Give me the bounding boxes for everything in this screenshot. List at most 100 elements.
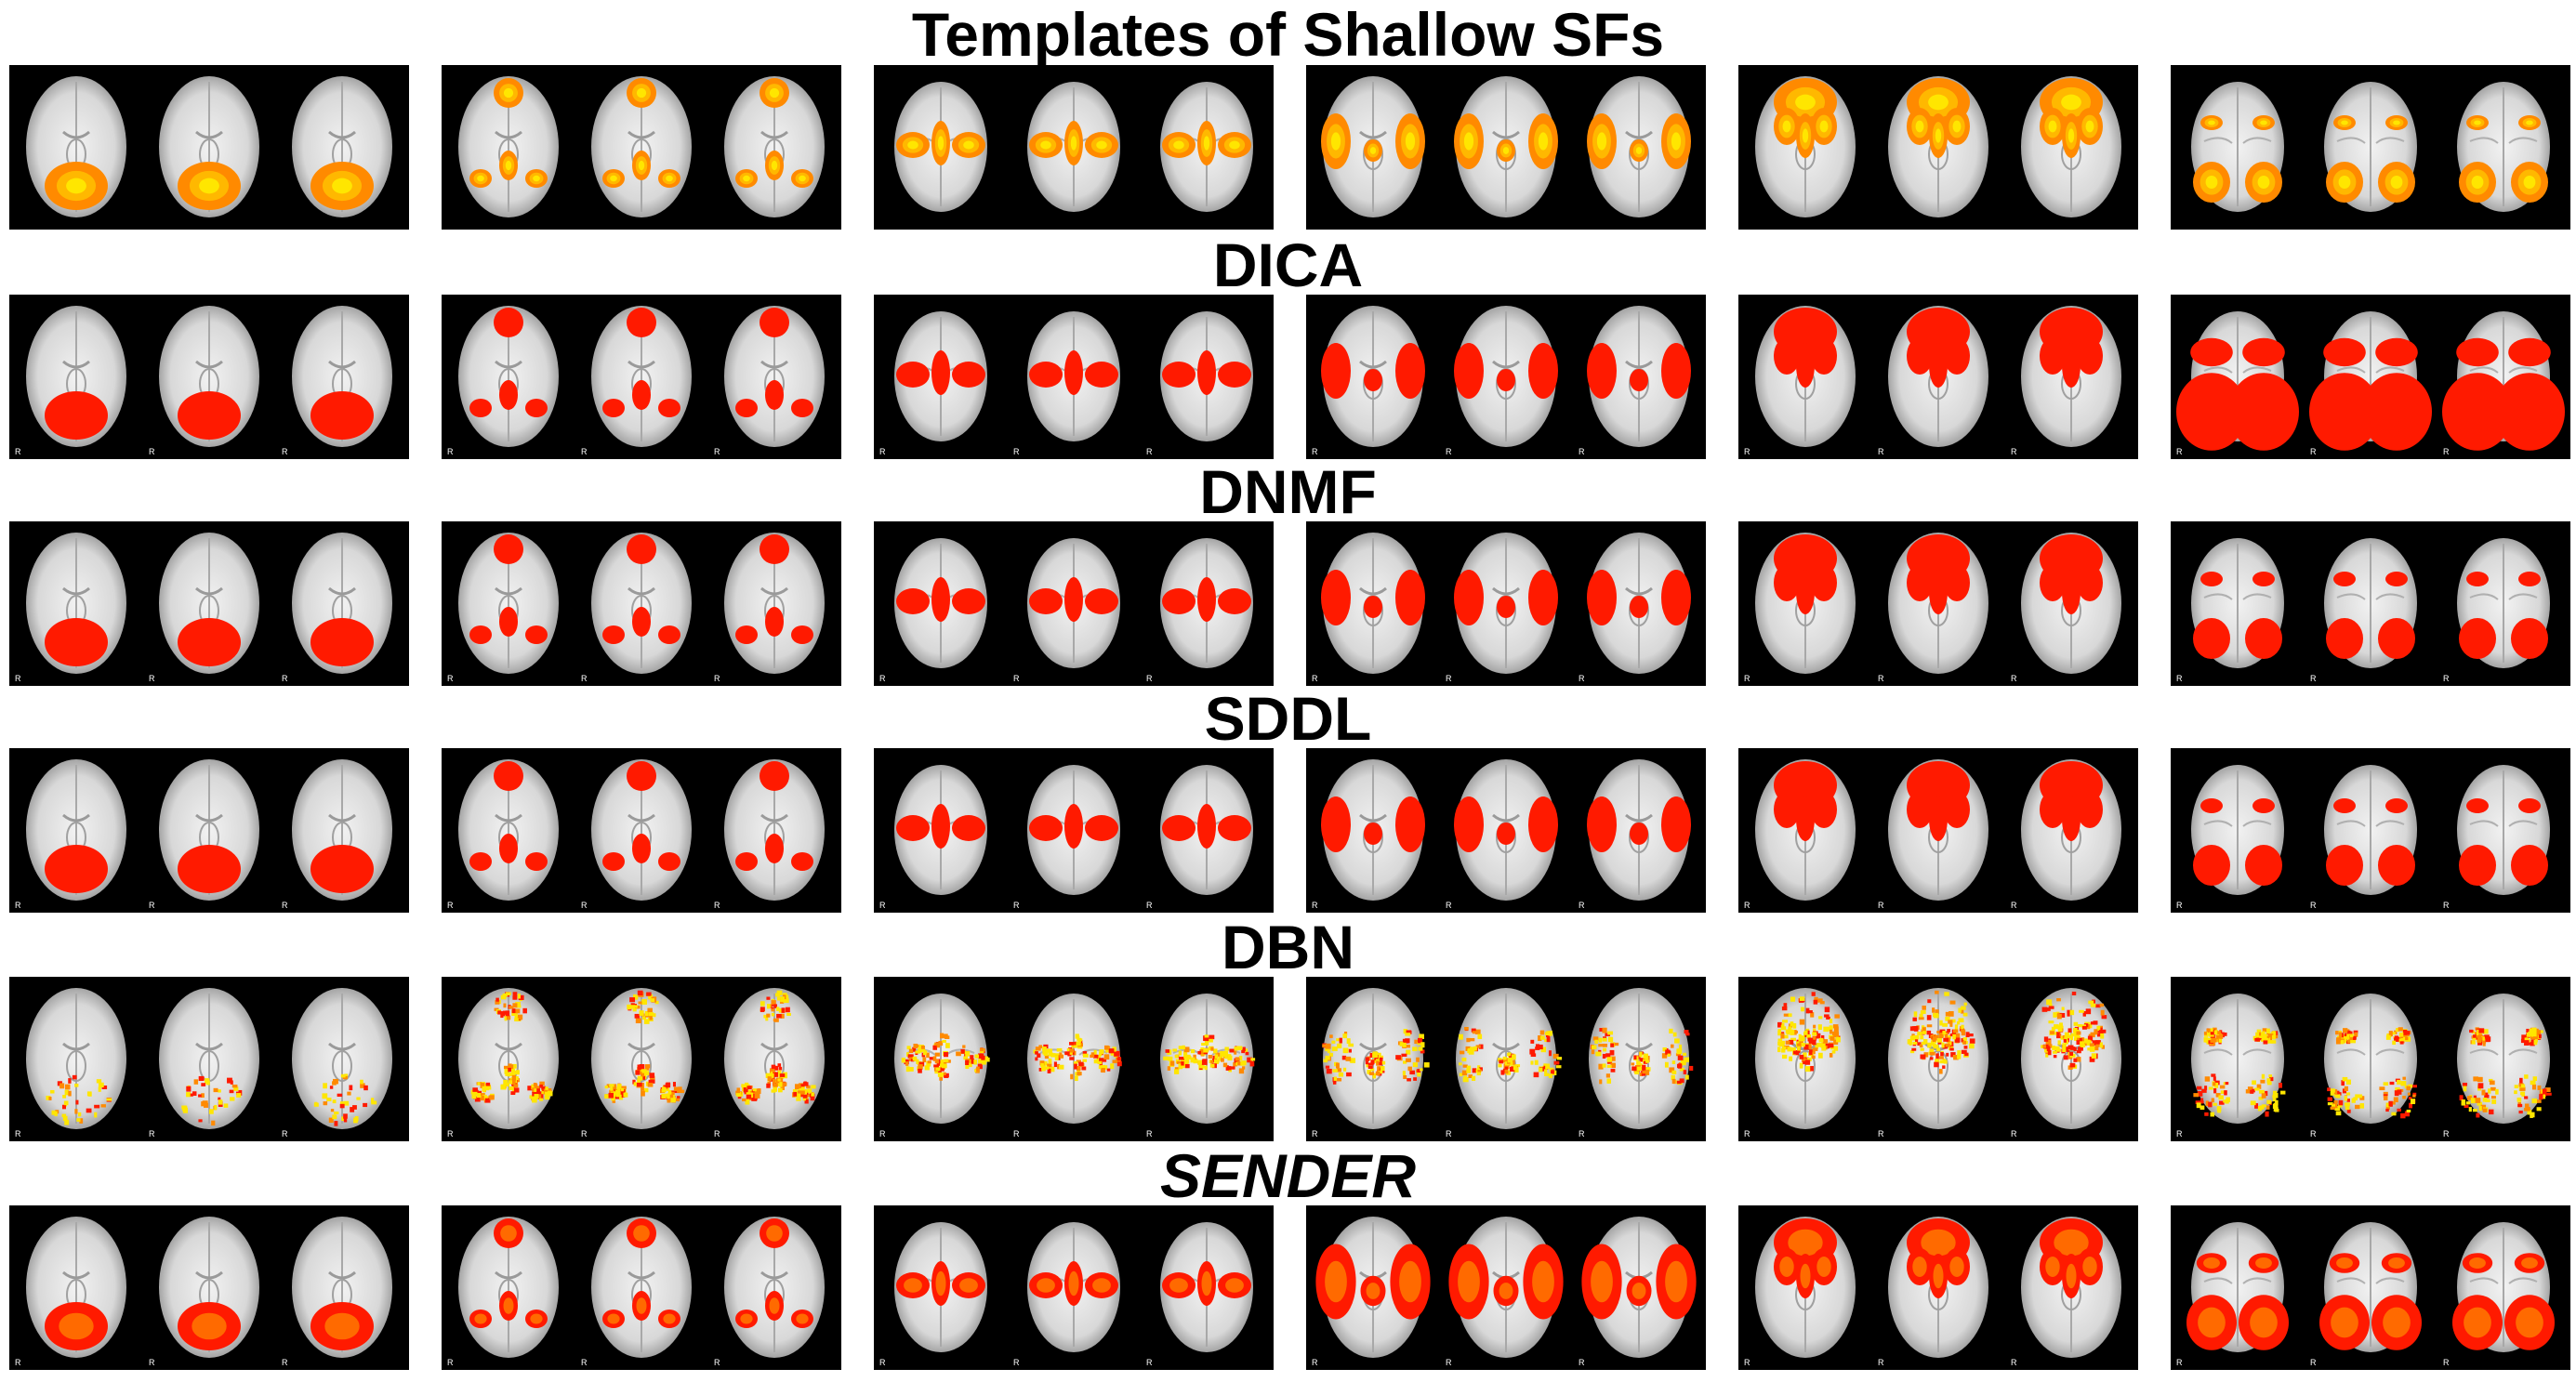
brain-slice	[2021, 533, 2121, 674]
brain-slice	[1888, 533, 1988, 674]
activation-blob	[1364, 596, 1382, 618]
brain-slice	[1448, 1217, 1564, 1358]
orientation-label: R	[282, 1129, 288, 1139]
activation-blob	[499, 380, 518, 410]
brain-slice	[2191, 538, 2284, 668]
activation-blob	[1064, 350, 1083, 395]
row-title: Templates of Shallow SFs	[911, 0, 1665, 69]
activation-blob	[2333, 572, 2356, 586]
brain-slice	[1027, 994, 1122, 1124]
activation-blob	[1907, 564, 1933, 601]
orientation-label: R	[1146, 447, 1153, 456]
brain-slice	[1027, 311, 1120, 441]
brain-slice	[724, 1217, 825, 1358]
orientation-label: R	[1446, 674, 1452, 683]
activation-blob	[310, 391, 374, 440]
brain-slice	[2324, 82, 2417, 212]
orientation-label: R	[1446, 901, 1452, 910]
activation-blob	[2245, 618, 2282, 659]
brain-slice	[458, 1217, 559, 1358]
brain-slice	[2324, 765, 2417, 895]
brain-slice	[458, 759, 559, 901]
orientation-label: R	[2176, 1129, 2183, 1139]
activation-blob	[1796, 796, 1815, 841]
activation-blob	[1528, 343, 1558, 399]
activation-blob	[1528, 570, 1558, 625]
activation-blob	[735, 399, 758, 417]
orientation-label: R	[1579, 1129, 1585, 1139]
activation-blob	[2193, 845, 2230, 886]
brain-slice	[591, 988, 692, 1129]
brain-slice	[26, 76, 126, 217]
brain-slice	[2186, 1222, 2289, 1352]
activation-blob	[658, 625, 680, 644]
orientation-label: R	[447, 901, 454, 910]
activation-blob	[627, 308, 656, 337]
brain-slice	[2324, 538, 2417, 668]
brain-slice	[1755, 759, 1856, 901]
brain-slice	[591, 76, 692, 217]
activation-blob	[1774, 564, 1800, 601]
activation-blob	[1661, 343, 1691, 399]
brain-slice	[1315, 1217, 1431, 1358]
brain-slice	[1160, 765, 1253, 895]
brain-slice	[1587, 306, 1691, 447]
activation-blob	[1162, 362, 1196, 388]
activation-blob	[1029, 362, 1063, 388]
activation-blob	[1395, 796, 1425, 852]
activation-blob	[525, 625, 548, 644]
activation-blob	[1321, 796, 1351, 852]
brain-slice	[724, 759, 825, 901]
activation-blob	[178, 618, 241, 666]
row-title: DICA	[1212, 230, 1364, 299]
orientation-label: R	[714, 674, 720, 683]
activation-blob	[469, 852, 492, 871]
activation-blob	[1929, 343, 1948, 388]
brain-slice	[894, 765, 987, 895]
orientation-label: R	[1579, 447, 1585, 456]
brain-slice	[2457, 538, 2550, 668]
activation-blob	[1796, 570, 1815, 614]
orientation-label: R	[879, 674, 886, 683]
brain-slice	[1888, 76, 1988, 217]
activation-blob	[735, 852, 758, 871]
brain-slice	[292, 1217, 392, 1358]
brain-slice	[1160, 538, 1253, 668]
orientation-label: R	[282, 674, 288, 683]
orientation-label: R	[879, 901, 886, 910]
activation-blob	[1197, 350, 1216, 395]
activation-blob	[1064, 577, 1083, 622]
orientation-label: R	[149, 1358, 155, 1367]
activation-blob	[2518, 572, 2541, 586]
activation-blob	[602, 852, 625, 871]
activation-blob	[760, 761, 789, 791]
orientation-label: R	[1013, 1129, 1020, 1139]
activation-blob	[931, 577, 950, 622]
activation-blob	[2459, 618, 2496, 659]
activation-blob	[2062, 343, 2081, 388]
orientation-label: R	[879, 1358, 886, 1367]
activation-blob	[2190, 337, 2233, 367]
orientation-label: R	[1744, 447, 1750, 456]
orientation-label: R	[714, 447, 720, 456]
brain-slice	[1321, 306, 1425, 447]
activation-blob	[1944, 564, 1970, 601]
activation-blob	[2245, 845, 2282, 886]
orientation-label: R	[1579, 1358, 1585, 1367]
orientation-label: R	[447, 674, 454, 683]
brain-slice	[2021, 306, 2121, 447]
orientation-label: R	[15, 1129, 21, 1139]
orientation-label: R	[2011, 447, 2017, 456]
activation-blob	[2333, 798, 2356, 813]
brain-slice	[159, 533, 259, 674]
orientation-label: R	[581, 1129, 588, 1139]
activation-blob	[494, 534, 523, 564]
orientation-label: R	[1146, 901, 1153, 910]
activation-blob	[632, 380, 651, 410]
